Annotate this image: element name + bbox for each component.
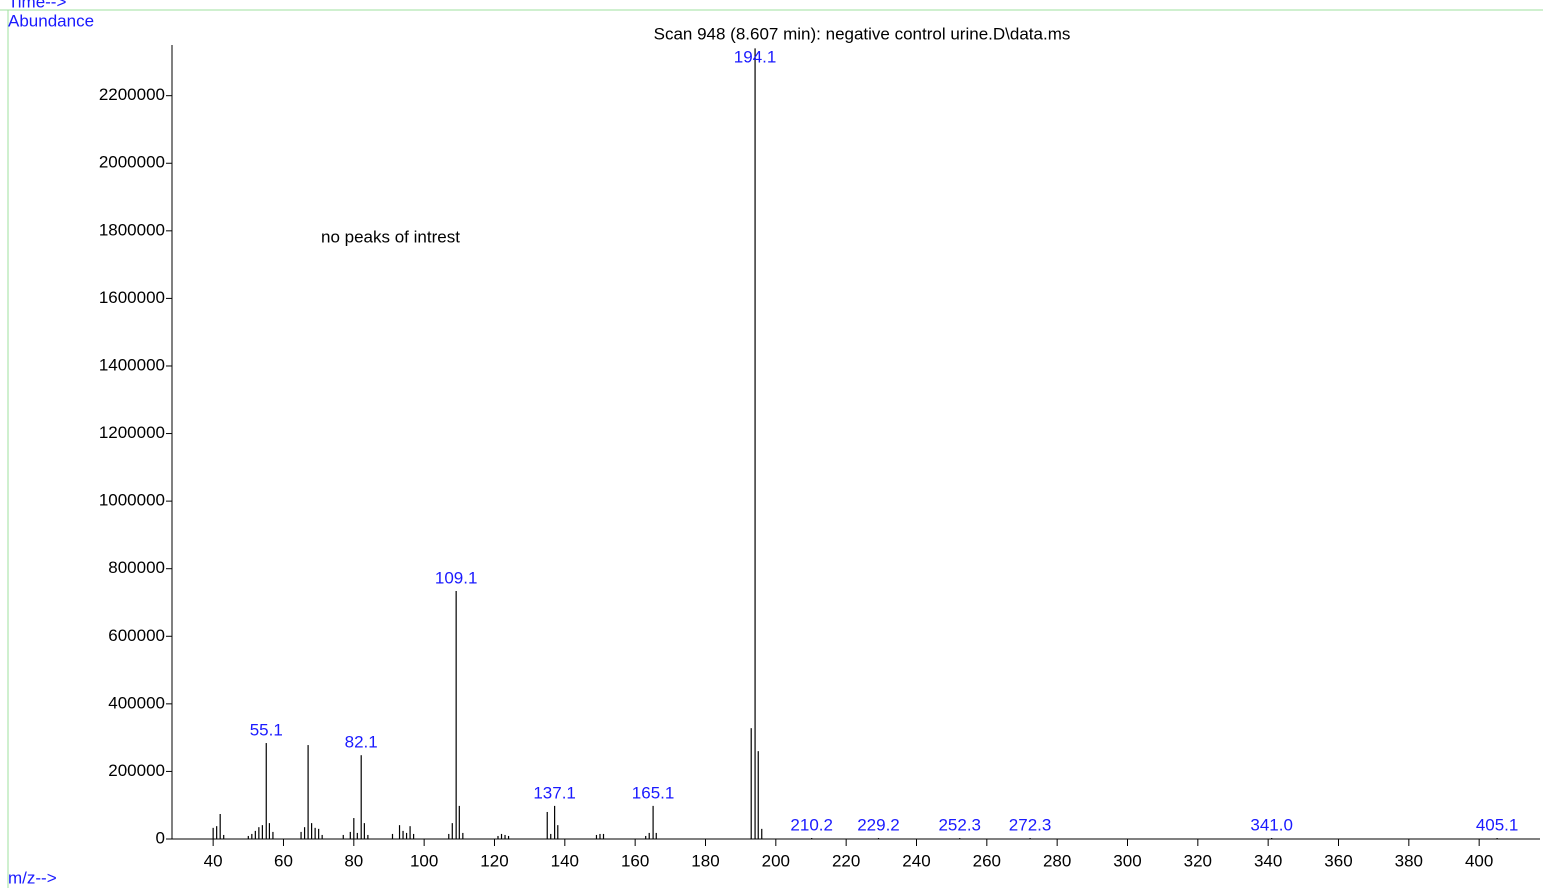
peak-label: 82.1 [345,733,378,752]
x-tick-label: 120 [480,851,508,870]
x-tick-label: 60 [274,851,293,870]
y-tick-label: 1800000 [99,220,165,239]
x-tick-label: 160 [621,851,649,870]
peak-label: 194.1 [734,47,777,66]
peak-label: 165.1 [632,783,675,802]
x-tick-label: 100 [410,851,438,870]
x-tick-label: 360 [1324,851,1352,870]
peak-label: 210.2 [790,815,833,834]
y-tick-label: 200000 [108,761,165,780]
peak-label: 252.3 [938,815,981,834]
x-tick-label: 340 [1254,851,1282,870]
x-tick-label: 400 [1465,851,1493,870]
x-tick-label: 320 [1184,851,1212,870]
x-tick-label: 200 [762,851,790,870]
y-tick-label: 1000000 [99,491,165,510]
y-tick-label: 0 [156,828,165,847]
peak-label: 229.2 [857,815,900,834]
y-tick-label: 1400000 [99,355,165,374]
peak-label: 137.1 [533,783,576,802]
y-tick-label: 2200000 [99,85,165,104]
x-tick-label: 380 [1395,851,1423,870]
y-tick-label: 1600000 [99,288,165,307]
x-tick-label: 180 [691,851,719,870]
x-tick-label: 80 [344,851,363,870]
x-tick-label: 240 [902,851,930,870]
x-tick-label: 140 [551,851,579,870]
peak-label: 55.1 [250,721,283,740]
y-tick-label: 400000 [108,693,165,712]
peak-label: 405.1 [1476,815,1519,834]
x-tick-label: 220 [832,851,860,870]
corner-label: Time--> [8,0,66,11]
x-axis-label: m/z--> [8,868,57,887]
x-tick-label: 280 [1043,851,1071,870]
peak-label: 272.3 [1009,815,1052,834]
y-tick-label: 600000 [108,626,165,645]
y-tick-label: 1200000 [99,423,165,442]
y-tick-label: 2000000 [99,153,165,172]
x-tick-label: 260 [973,851,1001,870]
y-axis-label: Abundance [8,11,94,30]
chart-title: Scan 948 (8.607 min): negative control u… [654,24,1071,43]
x-tick-label: 40 [204,851,223,870]
y-tick-label: 800000 [108,558,165,577]
peak-label: 341.0 [1250,815,1293,834]
peak-label: 109.1 [435,568,478,587]
annotation: no peaks of intrest [321,227,460,246]
x-tick-label: 300 [1113,851,1141,870]
